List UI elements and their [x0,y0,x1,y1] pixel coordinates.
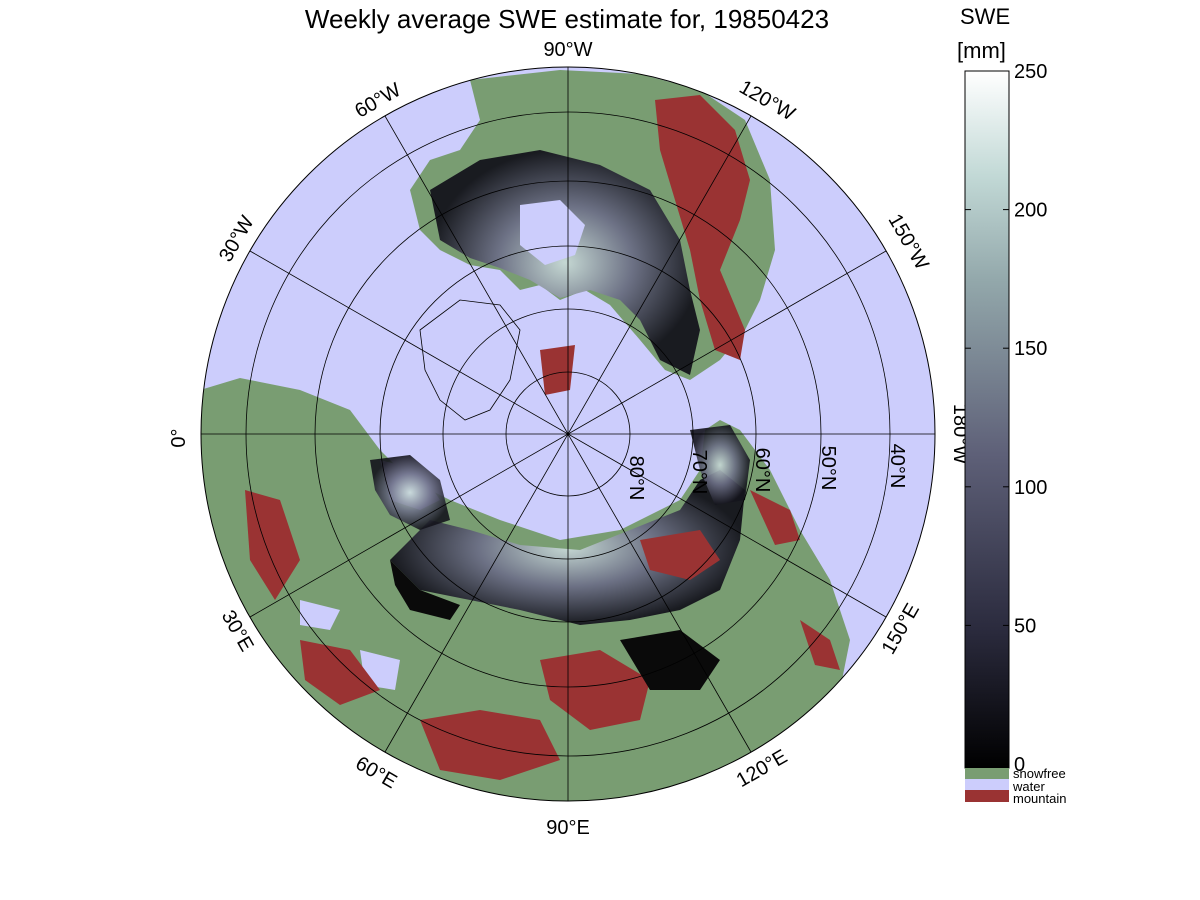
swe-far-east [690,425,750,505]
lat-label-60n: 60°N [751,448,773,493]
colorbar-gradient [964,70,1010,769]
legend-label-snowfree: snowfree [1013,766,1066,781]
colorbar-title-line2: [mm] [957,38,1006,63]
meridian-lines [201,67,935,801]
colorbar-tick-label: 200 [1014,200,1047,222]
lon-label-90e: 90°E [546,817,590,839]
swe-eurasia [390,470,745,625]
legend-label-water: water [1012,779,1045,794]
lon-label-60e: 60°E [352,752,401,793]
swe-north-america [430,150,700,375]
colorbar-tick-label: 50 [1014,615,1036,637]
colorbar: 0 50 100 150 200 250 snowfree water mountain [964,61,1066,806]
map-boundary [200,66,936,802]
colorbar-tick-label: 100 [1014,477,1047,499]
lat-label-50n: 50°N [817,446,839,491]
lat-label-40n: 40°N [886,444,908,489]
colorbar-title-line1: SWE [960,4,1011,29]
lon-label-0: 0° [168,428,190,447]
lat-label-80n: 80°N [625,456,647,501]
legend-label-mountain: mountain [1013,791,1066,806]
legend-swatch-water [965,779,1009,790]
lat-label-70n: 70°N [688,450,710,495]
lon-label-90w: 90°W [543,39,592,61]
colorbar-tick-label: 150 [1014,338,1047,360]
legend-swatch-mountain [965,790,1009,802]
mountain-regions [245,95,840,780]
page-title: Weekly average SWE estimate for, 1985042… [304,4,830,34]
swe-scandinavia [370,455,450,530]
colorbar-tick-label: 250 [1014,61,1047,83]
colorbar-tick-label: 0 [1014,754,1025,776]
legend-swatch-snowfree [965,768,1009,779]
